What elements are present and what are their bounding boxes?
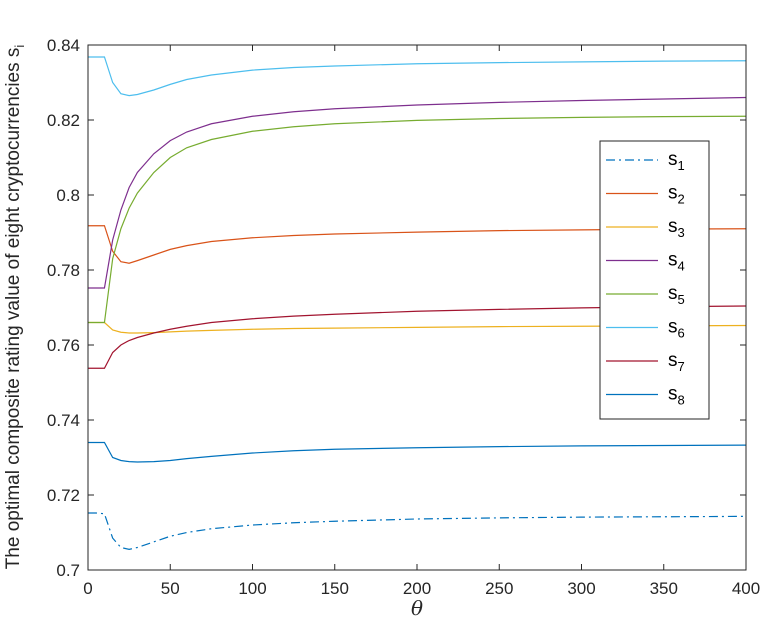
legend-label-s2: s2 <box>668 183 685 207</box>
y-tick-label: 0.8 <box>56 186 80 205</box>
legend-label-subscript: 1 <box>678 158 685 173</box>
series-line-s8 <box>88 441 747 463</box>
legend-label-subscript: 5 <box>678 292 685 307</box>
legend-label-s1: s1 <box>668 149 685 173</box>
legend-label-s3: s3 <box>668 216 685 240</box>
x-axis-ticks: 0 50 100 150 200 250 300 350 400 <box>83 45 760 598</box>
x-tick-label: 50 <box>161 579 180 598</box>
legend-label-s5: s5 <box>668 283 685 307</box>
legend-label-subscript: 2 <box>678 192 685 207</box>
series-line-s6 <box>88 56 747 97</box>
x-tick-label: 250 <box>485 579 513 598</box>
y-tick-label: 0.72 <box>47 486 80 505</box>
legend-label-subscript: 7 <box>678 359 685 374</box>
series-line-s3 <box>88 321 747 334</box>
series-line-s7 <box>88 305 747 369</box>
y-tick-label: 0.74 <box>47 411 80 430</box>
series-line-s2 <box>88 225 747 264</box>
x-tick-label: 300 <box>567 579 595 598</box>
legend-box <box>599 140 710 420</box>
y-axis-label-subscript: i <box>12 45 27 48</box>
x-tick-label: 350 <box>650 579 678 598</box>
x-tick-label: 150 <box>321 579 349 598</box>
y-tick-label: 0.82 <box>47 111 80 130</box>
legend-label-subscript: 3 <box>678 225 685 240</box>
legend-label-main: s <box>668 183 678 204</box>
legend-label-main: s <box>668 317 678 338</box>
x-tick-label: 0 <box>83 579 92 598</box>
x-tick-label: 200 <box>403 579 431 598</box>
legend-label-main: s <box>668 216 678 237</box>
series-line-s5 <box>88 115 747 324</box>
legend-label-s7: s7 <box>668 350 685 374</box>
legend-label-main: s <box>668 350 678 371</box>
y-tick-label: 0.7 <box>56 561 80 580</box>
series-layer <box>88 56 747 550</box>
legend-label-main: s <box>668 250 678 271</box>
y-tick-label: 0.78 <box>47 261 80 280</box>
y-tick-label: 0.84 <box>47 36 80 55</box>
x-axis-label: θ <box>411 596 423 620</box>
legend-label-s6: s6 <box>668 317 685 341</box>
legend-label-main: s <box>668 149 678 170</box>
y-axis-label-main: The optimal composite rating value of ei… <box>3 48 24 570</box>
series-line-s1 <box>88 512 747 550</box>
series-line-s4 <box>88 96 747 289</box>
x-tick-label: 100 <box>238 579 266 598</box>
y-axis-label: The optimal composite rating value of ei… <box>3 45 27 570</box>
y-tick-label: 0.76 <box>47 336 80 355</box>
x-tick-label: 400 <box>732 579 760 598</box>
legend-label-s4: s4 <box>668 250 685 274</box>
legend-label-s8: s8 <box>668 384 685 408</box>
legend-label-subscript: 4 <box>678 259 685 274</box>
legend-label-subscript: 6 <box>678 326 685 341</box>
legend-label-subscript: 8 <box>678 393 685 408</box>
legend-label-main: s <box>668 384 678 405</box>
legend-label-main: s <box>668 283 678 304</box>
y-axis-ticks: 0.7 0.72 0.74 0.76 0.78 0.8 0.82 0.84 <box>47 36 746 580</box>
